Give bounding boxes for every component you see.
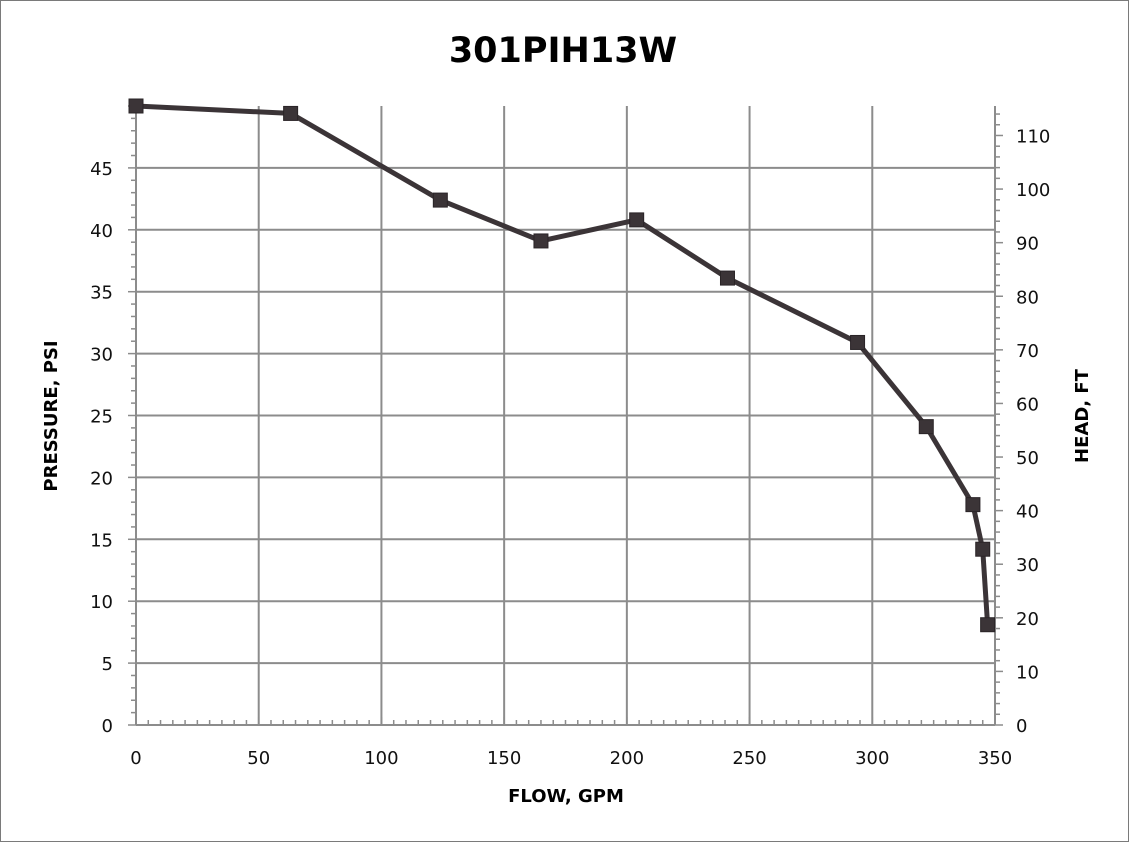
- data-point: [918, 419, 934, 435]
- data-point: [965, 497, 981, 513]
- y-tick-label: 40: [90, 221, 113, 242]
- y2-tick-label: 60: [1016, 394, 1039, 415]
- x-tick-label: 350: [978, 748, 1012, 769]
- y2-axis-title: HEAD, FT: [1072, 368, 1093, 463]
- y2-tick-label: 70: [1016, 341, 1039, 362]
- x-tick-label: 250: [732, 748, 766, 769]
- y-tick-label: 0: [102, 716, 113, 737]
- y2-tick-label: 100: [1016, 180, 1050, 201]
- y-tick-label: 5: [102, 654, 113, 675]
- y-axis-title: PRESSURE, PSI: [41, 340, 62, 491]
- y-tick-label: 10: [90, 592, 113, 613]
- x-tick-label: 0: [130, 748, 141, 769]
- axes: [128, 105, 1003, 726]
- data-point: [719, 270, 735, 286]
- y-tick-label: 45: [90, 159, 113, 180]
- y2-tick-label: 30: [1016, 555, 1039, 576]
- y2-tick-label: 110: [1016, 126, 1050, 147]
- y2-tick-label: 90: [1016, 234, 1039, 255]
- y2-tick-label: 10: [1016, 662, 1039, 683]
- data-point: [128, 98, 144, 114]
- x-tick-label: 50: [247, 748, 270, 769]
- chart-title: 301PIH13W: [449, 31, 677, 71]
- data-point: [850, 334, 866, 350]
- y2-tick-label: 40: [1016, 502, 1039, 523]
- tick-labels: 0 50 100 150 200 250 300 3500510152025303540450…: [90, 126, 1050, 769]
- y2-tick-label: 20: [1016, 609, 1039, 630]
- data-point: [283, 105, 299, 121]
- data-point: [533, 233, 549, 249]
- y2-tick-label: 50: [1016, 448, 1039, 469]
- series-line: [135, 103, 991, 625]
- y-tick-label: 35: [90, 283, 113, 304]
- x-tick-label: 200: [610, 748, 644, 769]
- y2-tick-label: 0: [1016, 716, 1027, 737]
- y-tick-label: 20: [90, 468, 113, 489]
- y-tick-label: 25: [90, 407, 113, 428]
- data-point: [432, 192, 448, 208]
- x-tick-label: 300: [855, 748, 889, 769]
- x-tick-label: 150: [487, 748, 521, 769]
- x-tick-label: 100: [364, 748, 398, 769]
- data-point: [629, 212, 645, 228]
- y-tick-label: 30: [90, 345, 113, 366]
- data-point: [975, 541, 991, 557]
- data-point: [980, 617, 996, 633]
- x-axis-title: FLOW, GPM: [508, 786, 624, 807]
- series-layer: [128, 98, 996, 633]
- gridlines: [136, 106, 995, 725]
- y2-tick-label: 80: [1016, 287, 1039, 308]
- y-tick-label: 15: [90, 530, 113, 551]
